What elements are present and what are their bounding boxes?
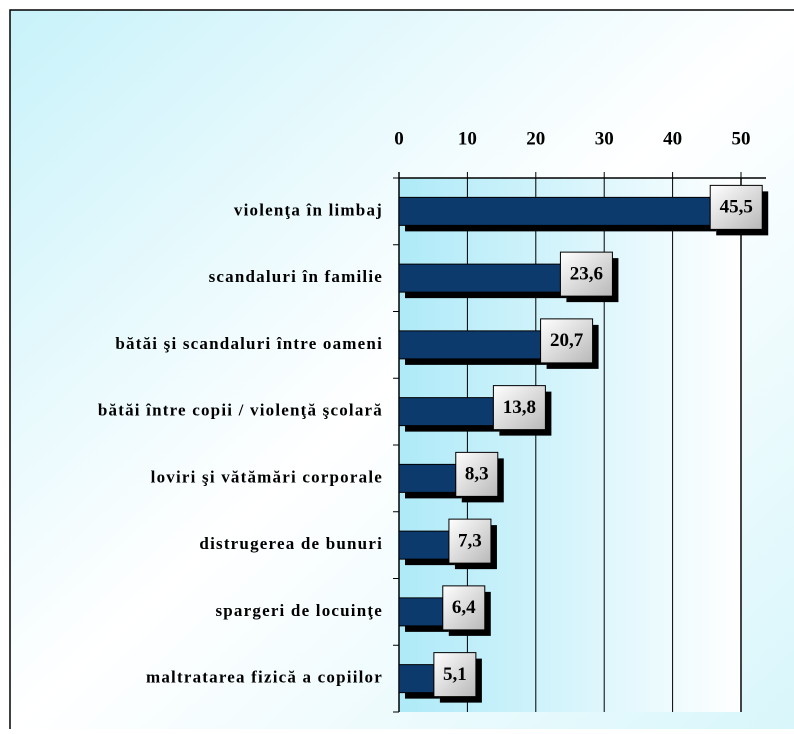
x-tick-label: 20 [526, 128, 545, 149]
data-label: 45,5 [720, 197, 753, 218]
bar [398, 330, 542, 360]
bar [398, 664, 435, 694]
x-tick-label: 0 [394, 128, 404, 149]
x-tick-label: 40 [663, 128, 682, 149]
y-tick-label: violenţa în limbaj [234, 200, 383, 219]
x-tick-label: 10 [458, 128, 477, 149]
y-tick-label: distrugerea de bunuri [199, 534, 383, 553]
x-tick-label: 50 [732, 128, 751, 149]
bar [398, 263, 561, 293]
label-box [455, 451, 499, 497]
y-tick-label: bătăi şi scandaluri între oameni [115, 334, 383, 353]
label-box [540, 318, 594, 364]
label-box [448, 518, 492, 564]
label-box [492, 385, 546, 431]
y-tick-label: scandaluri în familie [209, 267, 383, 286]
x-tick-label: 30 [595, 128, 614, 149]
data-label: 5,1 [443, 664, 467, 685]
bar [398, 196, 711, 226]
bar [398, 463, 457, 493]
label-box [442, 585, 486, 631]
data-label: 6,4 [452, 597, 476, 618]
data-label: 7,3 [458, 530, 482, 551]
bar [398, 597, 444, 627]
y-tick-label: maltratarea fizică a copiilor [146, 668, 383, 687]
label-box [709, 184, 763, 230]
label-box [433, 652, 477, 698]
data-label: 13,8 [503, 397, 536, 418]
y-tick-label: bătăi între copii / violenţă şcolară [98, 401, 383, 420]
y-tick-label: spargeri de locuinţe [215, 601, 383, 620]
y-tick-label: loviri şi vătămări corporale [151, 467, 383, 486]
bar [398, 397, 494, 427]
data-label: 8,3 [465, 464, 489, 485]
bar [398, 530, 450, 560]
data-label: 23,6 [570, 263, 603, 284]
label-box [559, 251, 613, 297]
data-label: 20,7 [550, 330, 584, 351]
